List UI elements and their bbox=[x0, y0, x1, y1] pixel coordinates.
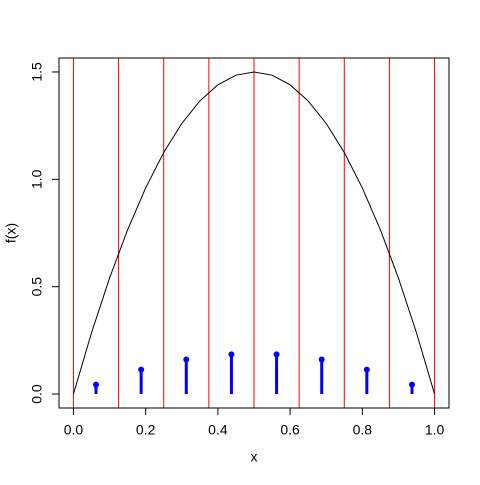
y-tick-label: 0.5 bbox=[29, 277, 45, 297]
x-tick-label: 0.4 bbox=[208, 422, 228, 438]
curve bbox=[72, 71, 436, 395]
stem-dot bbox=[228, 351, 235, 358]
x-axis-label: x bbox=[251, 449, 258, 465]
x-tick-label: 0.8 bbox=[353, 422, 373, 438]
stem-dot bbox=[273, 351, 280, 358]
plot-box bbox=[58, 57, 450, 409]
x-tick-label: 0.2 bbox=[136, 422, 156, 438]
y-axis-label: f(x) bbox=[3, 223, 19, 243]
stem-dot bbox=[408, 381, 415, 388]
stem-dot bbox=[93, 381, 100, 388]
y-tick-label: 0.0 bbox=[29, 384, 45, 404]
stem-dot bbox=[183, 356, 190, 363]
y-tick-label: 1.5 bbox=[29, 62, 45, 82]
x-tick-label: 0.0 bbox=[64, 422, 84, 438]
x-tick-label: 1.0 bbox=[425, 422, 445, 438]
stem-dot bbox=[138, 366, 145, 373]
stem-dot bbox=[318, 356, 325, 363]
y-tick-label: 1.0 bbox=[29, 169, 45, 189]
x-tick-label: 0.6 bbox=[280, 422, 300, 438]
stem-dot bbox=[363, 366, 370, 373]
